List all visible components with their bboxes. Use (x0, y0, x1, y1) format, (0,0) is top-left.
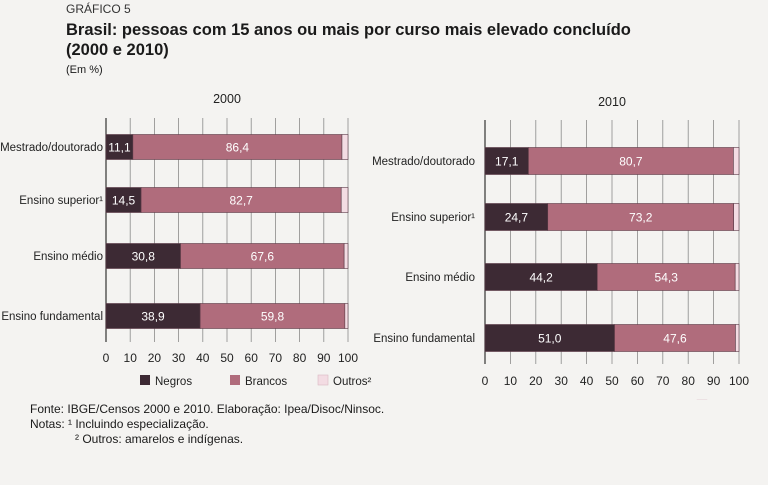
footnote-2: ² Outros: amarelos e indígenas. (75, 432, 244, 446)
bar-segment-brancos (180, 243, 345, 269)
data-label: 82,7 (229, 194, 253, 208)
data-label: 67,6 (251, 250, 275, 264)
x-tick-label: 100 (338, 351, 358, 365)
bar-segment-brancos (199, 303, 346, 329)
chart-title-line2: (2000 e 2010) (66, 41, 169, 59)
x-tick-label: 60 (245, 351, 259, 365)
x-tick-label: 0 (482, 374, 489, 388)
x-tick-label: 80 (293, 351, 307, 365)
chart-kicker: GRÁFICO 5 (66, 2, 131, 16)
data-label: 47,6 (663, 332, 687, 346)
legend-label: Brancos (245, 376, 287, 388)
x-tick-label: 70 (656, 374, 670, 388)
x-tick-label: 60 (631, 374, 645, 388)
bar-segment-brancos (547, 203, 734, 231)
data-label: 86,4 (226, 141, 250, 155)
bar-segment-brancos (596, 263, 736, 291)
notes-block: Fonte: IBGE/Censos 2000 e 2010. Elaboraç… (30, 402, 550, 447)
bar-segment-outros (343, 243, 349, 269)
unit-label: (Em %) (66, 64, 103, 76)
data-label: 73,2 (629, 211, 653, 225)
legend-swatch (230, 375, 240, 385)
x-tick-label: 10 (124, 351, 138, 365)
data-label: 30,8 (132, 250, 156, 264)
x-tick-label: 50 (605, 374, 619, 388)
bar-segment-negros (105, 303, 201, 329)
data-label: 51,0 (538, 332, 562, 346)
category-label: Ensino superior¹ (19, 195, 103, 207)
chart-area: 0 10 20 30 40 50 60 70 80 90 1002000Mestrado/douto… (0, 92, 749, 400)
bar-segment-negros (105, 187, 142, 213)
x-tick-label: 0 (103, 351, 110, 365)
category-label: Ensino superior¹ (391, 212, 475, 224)
chart-title-line1: Brasil: pessoas com 15 anos ou mais por … (66, 21, 631, 39)
bar-segment-negros (484, 203, 549, 231)
x-tick-label: 20 (148, 351, 162, 365)
x-tick-label: 50 (220, 351, 234, 365)
bar-segment-brancos (140, 187, 342, 213)
category-label: Ensino médio (405, 272, 475, 284)
bar-segment-outros (735, 324, 740, 352)
data-label: 17,1 (495, 155, 519, 169)
x-tick-label: 70 (269, 351, 283, 365)
data-label: 80,7 (619, 155, 643, 169)
bar-segment-negros (105, 134, 134, 160)
data-label: 38,9 (141, 310, 165, 324)
category-label: Ensino fundamental (1, 311, 103, 323)
legend-label: Outros² (333, 376, 372, 388)
legend-swatch (317, 374, 329, 386)
x-tick-label: 90 (317, 351, 331, 365)
bar-segment-outros (733, 203, 740, 231)
bar-segment-outros (733, 147, 740, 175)
bar-segment-brancos (614, 324, 736, 352)
bar-segment-brancos (528, 147, 734, 175)
x-tick-label: 30 (555, 374, 569, 388)
data-label: 14,5 (112, 194, 136, 208)
bar-segment-outros (340, 187, 349, 213)
x-tick-label: 80 (682, 374, 696, 388)
bar-segment-negros (105, 243, 181, 269)
x-tick-label: 90 (707, 374, 721, 388)
chart-title: Brasil: pessoas com 15 anos ou mais por … (66, 20, 666, 60)
source-note: Fonte: IBGE/Censos 2000 e 2010. Elaboraç… (30, 402, 385, 416)
bar-segment-outros (344, 303, 349, 329)
x-tick-label: 100 (729, 374, 749, 388)
x-tick-label: 30 (172, 351, 186, 365)
data-label: 44,2 (529, 271, 553, 285)
x-tick-label: 40 (580, 374, 594, 388)
legend-label: Negros (155, 376, 192, 388)
panel-title: 2010 (598, 95, 626, 109)
bar-segment-negros (484, 263, 598, 291)
footnote-1: Notas: ¹ Incluindo especialização. (30, 417, 209, 431)
data-label: 11,1 (108, 141, 131, 155)
bar-segment-outros (341, 134, 349, 160)
bar-segment-outros (734, 263, 740, 291)
panel-title: 2000 (213, 92, 241, 106)
x-tick-label: 20 (529, 374, 543, 388)
bar-segment-brancos (132, 134, 343, 160)
data-label: 24,7 (505, 211, 529, 225)
data-label: 59,8 (261, 310, 285, 324)
category-label: Mestrado/doutorado (372, 156, 475, 168)
category-label: Mestrado/doutorado (0, 142, 103, 154)
category-label: Ensino fundamental (373, 333, 475, 345)
x-tick-label: 40 (196, 351, 210, 365)
data-label: 54,3 (655, 271, 679, 285)
legend-swatch (140, 375, 150, 385)
x-tick-label: 10 (504, 374, 518, 388)
category-label: Ensino médio (33, 251, 103, 263)
